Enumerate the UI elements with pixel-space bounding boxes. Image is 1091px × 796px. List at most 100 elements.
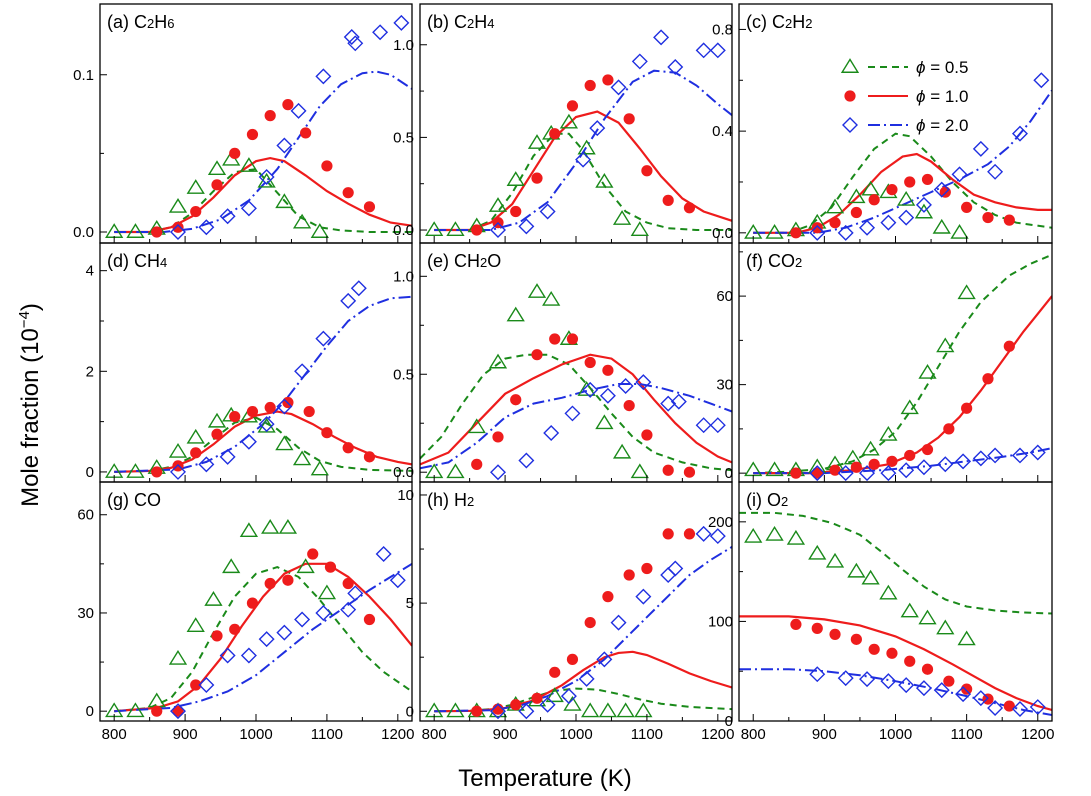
data-point-phi-1 [190,205,202,218]
model-line-phi-0-5 [420,353,732,472]
panel-a: 0.0 0.1 (a) C2H6 [73,3,413,244]
data-point-phi-0-5 [527,134,547,149]
data-point-phi-1 [307,548,319,560]
data-point-phi-0-5 [126,223,145,238]
data-point-phi-0-5 [275,435,294,451]
data-point-phi-1 [683,466,696,478]
data-point-phi-2 [915,196,932,213]
data-point-phi-2 [695,42,712,59]
y-tick-label: 100 [708,613,733,630]
x-tick-label: 800 [422,726,447,743]
data-point-phi-2 [937,456,954,473]
data-point-phi-1 [904,655,916,667]
data-point-phi-0-5 [612,210,632,225]
data-point-phi-2 [915,459,932,476]
model-line-phi-1 [753,152,1052,234]
y-tick-label: 0 [725,465,733,482]
y-axis-title-exponent: −4 [16,311,33,328]
data-point-phi-2 [543,425,560,442]
data-point-phi-1 [566,100,579,112]
data-point-phi-1 [229,623,241,635]
data-point-phi-2 [276,398,293,415]
model-line-phi-0-5 [434,687,732,713]
model-line-phi-2 [114,295,412,473]
data-point-phi-0-5 [292,450,312,466]
data-point-phi-1 [868,194,880,206]
data-point-phi-0-5 [918,609,937,625]
data-point-phi-2 [809,666,826,683]
data-point-phi-2 [987,447,1004,464]
y-tick-label: 60 [77,507,94,524]
data-point-phi-0-5 [425,221,444,236]
data-point-phi-2 [490,222,506,239]
data-point-phi-1 [342,187,354,199]
data-point-phi-1 [662,464,674,476]
data-point-phi-1 [943,423,955,435]
panel-e: 0.0 0.5 1.0 (e) CH2O [393,242,733,483]
data-point-phi-2 [258,416,275,433]
data-point-phi-1 [566,333,579,345]
data-point-phi-2 [1029,444,1046,461]
panel-label: (c) C2H2 [746,12,812,32]
data-point-phi-0-5 [168,198,188,213]
plot-frame [738,3,1053,244]
data-point-phi-0-5 [765,223,784,239]
data-point-phi-0-5 [825,552,845,568]
data-point-phi-1 [151,226,163,238]
data-point-phi-0-5 [446,463,465,479]
data-point-phi-2 [837,224,854,241]
data-point-phi-2 [276,624,293,641]
data-point-phi-0-5 [957,284,976,300]
data-point-phi-0-5 [861,440,880,456]
data-point-phi-2 [809,465,826,482]
data-point-phi-2 [340,601,357,618]
x-tick-label: 1000 [239,726,272,743]
data-point-phi-1 [363,451,376,463]
data-point-phi-2 [667,560,684,577]
data-point-phi-1 [1003,340,1015,352]
data-point-phi-1 [811,222,823,234]
data-point-phi-2 [276,137,293,154]
data-point-phi-0-5 [488,197,508,212]
y-tick-label: 0.0 [393,464,414,481]
data-point-phi-1 [683,202,696,214]
panel-label: (f) CO2 [746,251,802,271]
model-line-phi-0-5 [114,168,412,233]
panel-label: (g) CO [107,490,161,510]
data-point-phi-2 [170,463,186,480]
data-point-phi-0-5 [186,428,205,444]
data-point-phi-1 [342,442,354,454]
data-point-phi-2 [635,588,652,605]
data-point-phi-1 [829,217,841,229]
legend-label: ϕ = 0.5 [916,58,968,77]
data-point-phi-2 [219,647,236,664]
data-point-phi-2 [898,462,915,479]
data-point-phi-2 [539,696,556,713]
model-line-phi-0-5 [739,511,1052,615]
data-point-phi-0-5 [900,399,919,415]
plot-frame [99,242,413,483]
y-tick-label: 0.0 [393,222,414,239]
data-point-phi-2 [596,651,613,668]
data-point-phi-0-5 [577,381,596,396]
data-point-phi-0-5 [239,157,259,172]
data-point-phi-2 [933,682,950,699]
y-tick-label: 0 [86,703,94,720]
data-point-phi-1 [886,647,898,659]
data-point-phi-1 [510,699,522,711]
data-point-phi-2 [560,688,577,705]
data-point-phi-2 [880,465,897,482]
data-point-phi-0-5 [616,702,635,718]
data-point-phi-1 [246,128,259,141]
y-tick-label: 1.0 [393,268,414,285]
data-point-phi-1 [566,653,579,665]
data-point-phi-0-5 [506,171,525,186]
data-point-phi-0-5 [278,519,298,534]
x-tick-label: 800 [102,726,127,743]
data-point-phi-0-5 [446,702,465,718]
data-point-phi-1 [886,184,898,196]
data-point-phi-0-5 [879,584,898,600]
data-point-phi-2 [372,24,389,41]
data-point-phi-1 [982,373,994,385]
data-point-phi-2 [343,29,360,46]
